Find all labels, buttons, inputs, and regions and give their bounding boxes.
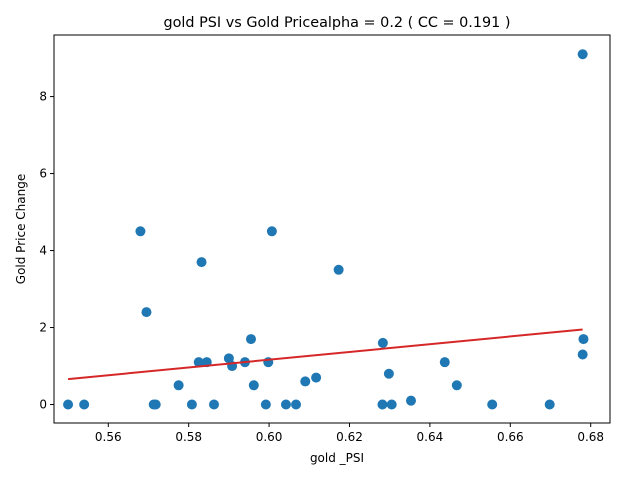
data-point bbox=[186, 399, 197, 410]
data-point bbox=[280, 399, 291, 410]
data-point bbox=[577, 49, 588, 60]
data-point bbox=[173, 380, 184, 391]
data-point bbox=[266, 226, 277, 237]
data-point bbox=[487, 399, 498, 410]
data-point bbox=[405, 395, 416, 406]
data-point bbox=[150, 399, 161, 410]
x-tick-label: 0.58 bbox=[175, 430, 202, 444]
y-tick-label: 0 bbox=[39, 398, 47, 412]
data-point bbox=[245, 334, 256, 345]
data-point bbox=[383, 368, 394, 379]
data-point bbox=[386, 399, 397, 410]
data-point bbox=[300, 376, 311, 387]
data-point bbox=[439, 357, 450, 368]
x-tick-label: 0.56 bbox=[95, 430, 122, 444]
data-point bbox=[223, 353, 234, 364]
data-point bbox=[196, 257, 207, 268]
y-tick-label: 8 bbox=[39, 90, 47, 104]
data-point bbox=[377, 399, 388, 410]
y-tick-label: 4 bbox=[39, 244, 47, 258]
x-tick-label: 0.64 bbox=[417, 430, 444, 444]
x-tick-label: 0.66 bbox=[497, 430, 524, 444]
data-point bbox=[248, 380, 259, 391]
plot-frame bbox=[53, 34, 611, 424]
x-axis-label: gold _PSI bbox=[310, 451, 364, 465]
chart-title: gold PSI vs Gold Pricealpha = 0.2 ( CC =… bbox=[163, 15, 510, 31]
data-point bbox=[141, 307, 152, 318]
data-point bbox=[544, 399, 555, 410]
y-tick-label: 6 bbox=[39, 167, 47, 181]
x-tick-label: 0.62 bbox=[336, 430, 363, 444]
data-point bbox=[135, 226, 146, 237]
data-point bbox=[209, 399, 220, 410]
data-point bbox=[333, 264, 344, 275]
data-point bbox=[377, 337, 388, 348]
data-point bbox=[291, 399, 302, 410]
x-tick-label: 0.68 bbox=[577, 430, 604, 444]
data-point bbox=[311, 372, 322, 383]
data-point bbox=[79, 399, 90, 410]
y-tick-label: 2 bbox=[39, 321, 47, 335]
data-point bbox=[577, 349, 588, 360]
data-point bbox=[63, 399, 74, 410]
y-axis-label: Gold Price Change bbox=[14, 174, 28, 284]
fit-line bbox=[67, 328, 583, 381]
data-point bbox=[578, 334, 589, 345]
x-tick-label: 0.60 bbox=[256, 430, 283, 444]
data-point bbox=[260, 399, 271, 410]
data-point bbox=[451, 380, 462, 391]
data-point bbox=[193, 357, 204, 368]
plot-area: 0.56 0.58 0.60 0.62 0.64 0.66 0.68 0 2 4 6 8 bbox=[39, 34, 611, 444]
